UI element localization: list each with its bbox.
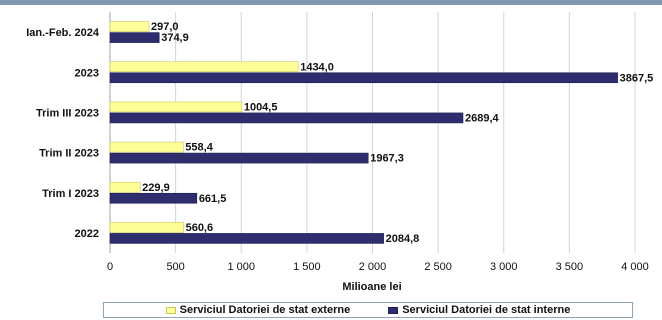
top-band <box>0 0 662 5</box>
bar-s1-c1 <box>109 72 618 84</box>
category-label-4: Trim I 2023 <box>42 188 99 200</box>
bar-s1-c3 <box>109 152 369 164</box>
bar-s1-c4 <box>109 192 198 204</box>
x-tick-labels: 0 500 1 000 1 500 2 000 2 500 3 000 3 500 4 000 <box>107 261 649 273</box>
x-tick-label-4: 2 000 <box>359 261 387 273</box>
bar-s0-c2 <box>109 101 243 113</box>
legend-swatch-external <box>165 306 176 314</box>
gridlines <box>109 12 636 253</box>
category-label-3: Trim II 2023 <box>39 148 99 160</box>
bar-chart: Ian.-Feb. 2024 2023 Trim III 2023 Trim II 2… <box>26 12 653 293</box>
bar-s0-c5 <box>109 222 184 233</box>
value-label-s1-c0: 374,9 <box>161 32 189 44</box>
bar-s1-c5 <box>109 233 384 244</box>
category-label-2: Trim III 2023 <box>36 107 99 119</box>
legend-item-internal: Serviciul Datoriei de stat interne <box>388 304 570 316</box>
x-tick-label-5: 2 500 <box>424 261 452 273</box>
legend-item-external: Serviciul Datoriei de stat externe <box>165 304 351 316</box>
bar-s1-c2 <box>109 112 464 124</box>
bar-s0-c4 <box>109 181 141 193</box>
value-label-s1-c5: 2084,8 <box>386 233 420 245</box>
value-label-s1-c4: 661,5 <box>199 193 227 205</box>
legend-label-external: Serviciul Datoriei de stat externe <box>179 304 351 316</box>
x-tick-label-2: 1 000 <box>227 261 255 273</box>
bar-s0-c3 <box>109 141 184 153</box>
legend-swatch-internal <box>388 306 399 314</box>
value-label-s0-c1: 1434,0 <box>300 61 334 73</box>
x-tick-label-3: 1 500 <box>293 261 321 273</box>
value-label-s0-c0: 297,0 <box>151 21 179 33</box>
category-labels: Ian.-Feb. 2024 2023 Trim III 2023 Trim II 2… <box>26 27 100 240</box>
value-label-s1-c1: 3867,5 <box>620 72 654 84</box>
bars <box>109 21 618 244</box>
value-label-s0-c5: 560,6 <box>186 222 214 234</box>
value-label-s0-c2: 1004,5 <box>244 101 278 113</box>
x-axis-title: Milioane lei <box>342 281 401 293</box>
category-label-1: 2023 <box>75 67 99 79</box>
legend: Serviciul Datoriei de stat externe Servi… <box>103 302 633 318</box>
legend-label-internal: Serviciul Datoriei de stat interne <box>402 304 571 316</box>
value-label-s1-c2: 2689,4 <box>465 112 500 124</box>
value-label-s1-c3: 1967,3 <box>370 153 404 165</box>
category-label-5: 2022 <box>75 228 99 240</box>
bar-s1-c0 <box>109 32 160 43</box>
x-tick-label-1: 500 <box>166 261 184 273</box>
value-label-s0-c4: 229,9 <box>142 182 170 194</box>
x-tick-label-7: 3 500 <box>556 261 584 273</box>
x-tick-label-8: 4 000 <box>621 261 649 273</box>
x-tick-label-0: 0 <box>107 261 113 273</box>
bar-s0-c0 <box>109 21 150 32</box>
value-label-s0-c3: 558,4 <box>185 142 213 154</box>
x-tick-label-6: 3 000 <box>490 261 518 273</box>
category-label-0: Ian.-Feb. 2024 <box>26 27 100 39</box>
bar-s0-c1 <box>109 61 299 73</box>
